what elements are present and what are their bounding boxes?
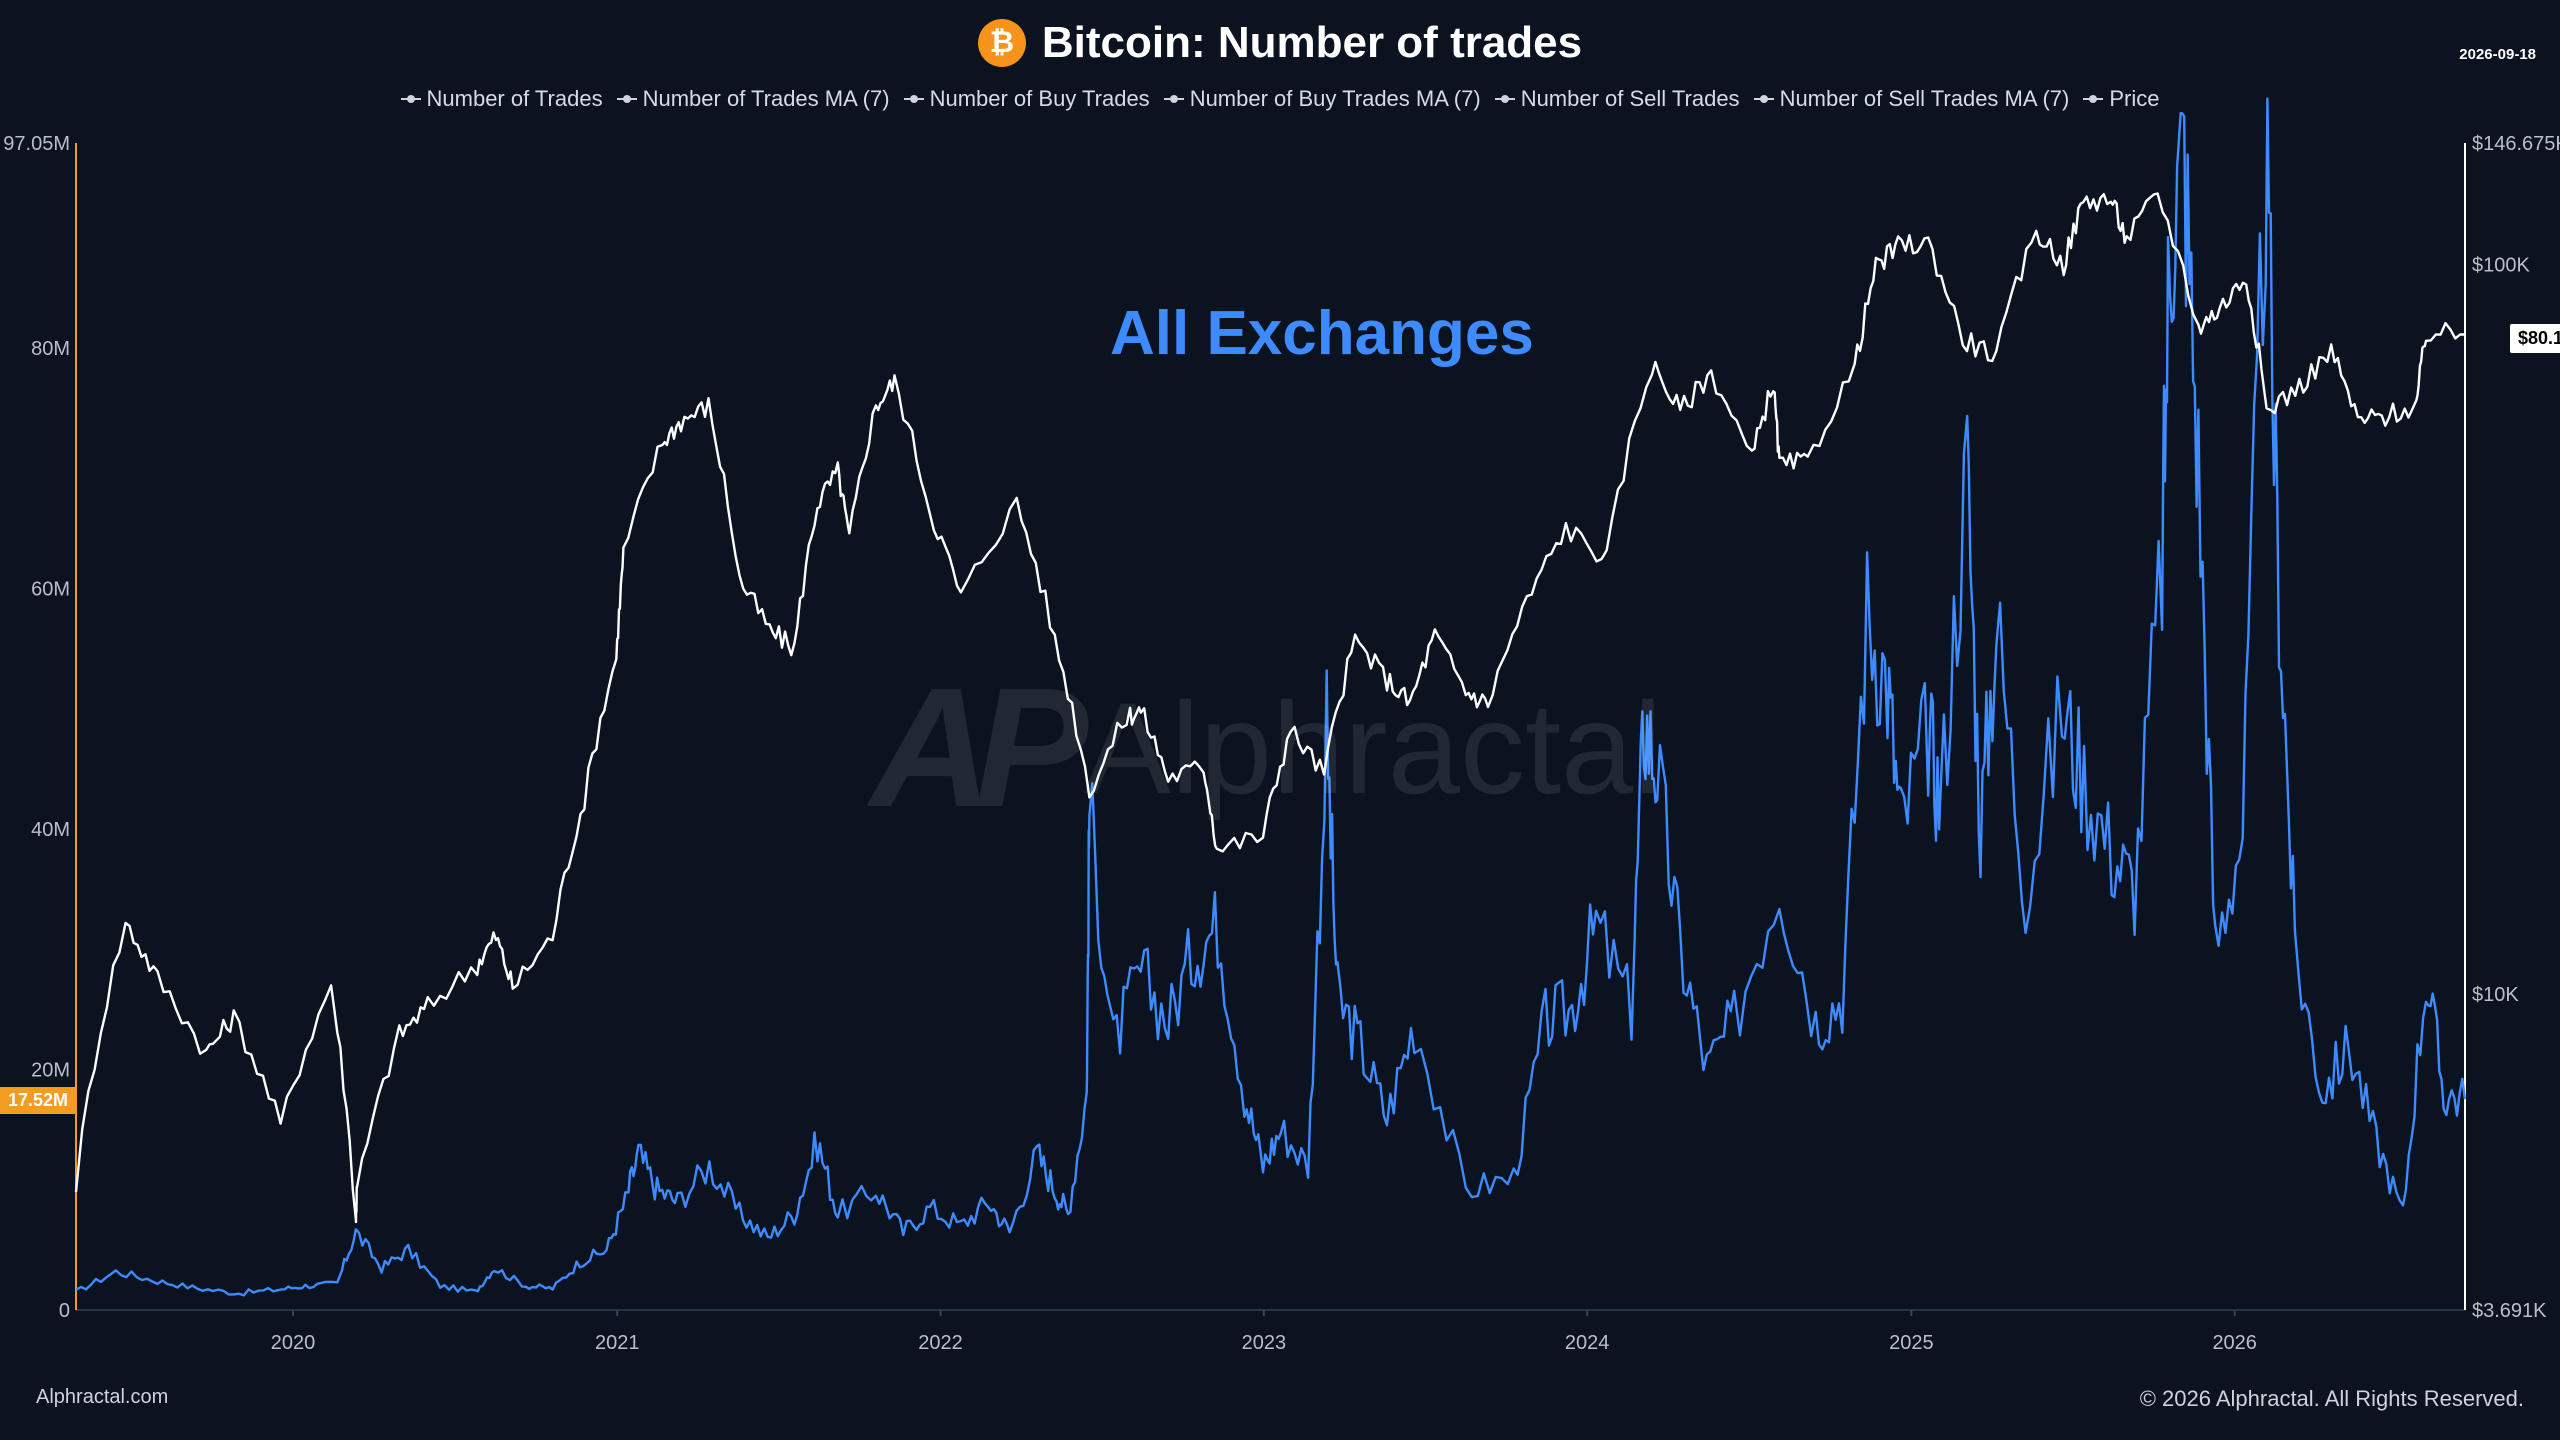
legend-item[interactable]: Number of Buy Trades (903, 86, 1150, 112)
legend-label: Number of Trades MA (7) (642, 86, 890, 111)
legend-label: Number of Buy Trades MA (7) (1189, 86, 1481, 111)
legend-label: Price (2109, 86, 2160, 111)
left-axis-ticks: 0 20M 40M 60M 80M 97.05M (3, 133, 70, 1322)
left-axis-tick-label: 80M (31, 338, 70, 360)
legend-item[interactable]: Number of Trades MA (7) (616, 86, 890, 112)
legend-marker-icon (616, 93, 637, 105)
footer-copyright: © 2026 Alphractal. All Rights Reserved. (2139, 1386, 2524, 1411)
x-axis-ticks: 2020 2021 2022 2023 2024 2025 2026 (271, 1310, 2257, 1354)
left-axis-tick-label: 40M (31, 819, 70, 841)
right-axis-tick-label: $146.675K (2472, 133, 2560, 155)
left-axis-tick-label: 60M (31, 579, 70, 601)
x-axis-tick-label: 2022 (918, 1332, 963, 1354)
legend-label: Number of Sell Trades MA (7) (1779, 86, 2070, 111)
right-axis-ticks: $3.691K $10K $100K $146.675K (2472, 133, 2560, 1322)
legend-marker-icon (903, 93, 924, 105)
legend-item[interactable]: Number of Sell Trades MA (7) (1753, 86, 2070, 112)
chart-subtitle: All Exchanges (1110, 299, 1534, 368)
chart-header: ₿ Bitcoin: Number of trades (0, 18, 2560, 68)
right-axis-tick-label: $100K (2472, 254, 2530, 276)
legend-item[interactable]: Number of Trades (400, 86, 603, 112)
legend-marker-icon (400, 93, 421, 105)
x-axis-tick-label: 2026 (2212, 1332, 2257, 1354)
legend-item[interactable]: Number of Sell Trades (1494, 86, 1740, 112)
x-axis-tick-label: 2020 (271, 1332, 316, 1354)
legend-label: Number of Sell Trades (1520, 86, 1740, 111)
price-series-line (74, 192, 2465, 1224)
left-axis-tick-label: 20M (31, 1060, 70, 1082)
trades-current-tag: 17.52M (0, 1087, 77, 1114)
price-current-tag: $80.16K (2510, 324, 2560, 353)
watermark-text: Alphractal (1084, 675, 1663, 821)
series-layer (74, 97, 2467, 1297)
chart-date: 2026-09-18 (2459, 46, 2536, 63)
x-axis-tick-label: 2023 (1242, 1332, 1287, 1354)
footer-site: Alphractal.com (36, 1386, 169, 1408)
watermark: AP Alphractal (870, 650, 1662, 846)
right-axis-tick-label: $10K (2472, 984, 2519, 1006)
legend-item[interactable]: Price (2083, 86, 2159, 112)
legend-marker-icon (2083, 93, 2104, 105)
legend-label: Number of Trades (426, 86, 603, 111)
legend-item[interactable]: Number of Buy Trades MA (7) (1163, 86, 1481, 112)
left-axis-tick-label: 0 (59, 1300, 70, 1322)
legend-label: Number of Buy Trades (929, 86, 1150, 111)
legend-marker-icon (1753, 93, 1774, 105)
left-axis-tick-label: 97.05M (3, 133, 70, 155)
legend: Number of Trades Number of Trades MA (7) N… (0, 86, 2560, 112)
watermark-logo-icon: AP (870, 653, 1088, 843)
bitcoin-icon: ₿ (977, 19, 1026, 67)
legend-marker-icon (1494, 93, 1515, 105)
right-axis-tick-label: $3.691K (2472, 1300, 2547, 1322)
x-axis-tick-label: 2024 (1565, 1332, 1610, 1354)
trades-series-line (75, 97, 2467, 1297)
chart-title: Bitcoin: Number of trades (1041, 18, 1583, 67)
x-axis-tick-label: 2025 (1889, 1332, 1934, 1354)
x-axis-tick-label: 2021 (595, 1332, 640, 1354)
legend-marker-icon (1163, 93, 1184, 105)
